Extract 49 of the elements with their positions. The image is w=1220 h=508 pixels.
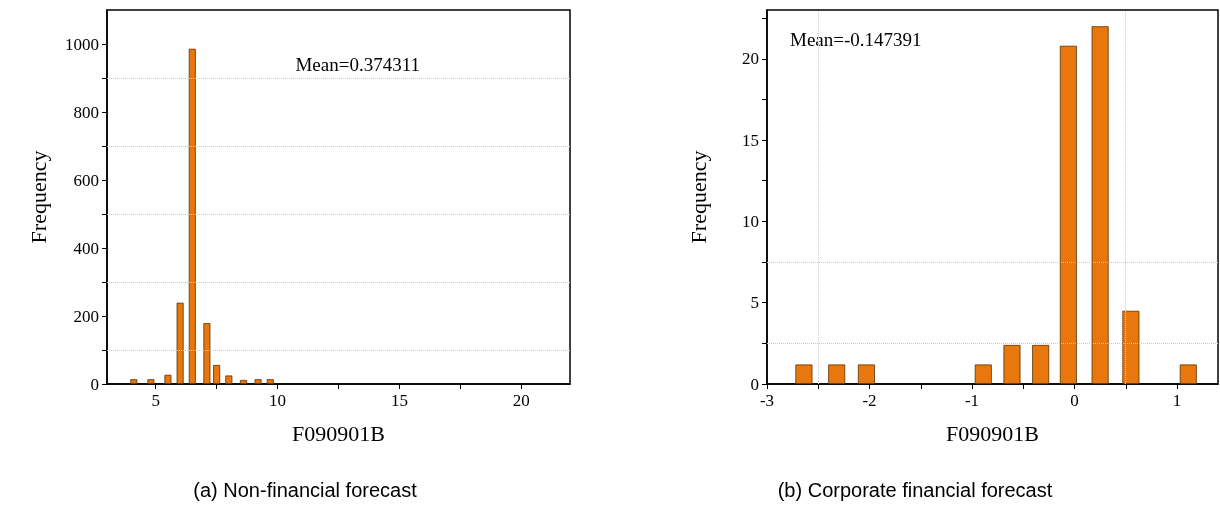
y-tick-label: 1000 [65,34,99,54]
y-tick-label: 200 [73,306,99,326]
bar [1003,344,1021,384]
y-tick-label: 15 [742,130,759,150]
y-tick-label: 20 [742,49,759,69]
x-axis-title: F090901B [292,420,385,446]
x-tick-label: -2 [862,391,877,410]
annotation: Mean=-0.147391 [790,29,922,50]
bar [130,379,138,384]
bar [974,364,992,384]
bar [176,302,184,384]
bar [203,323,211,384]
bar [1122,310,1140,384]
x-tick-label: -3 [759,391,775,410]
y-tick-label: 400 [73,238,99,258]
y-tick-label: 0 [750,374,759,394]
bar [1059,45,1077,384]
x-tick-label: 15 [390,391,408,410]
bar [266,379,274,384]
bar [1032,344,1050,384]
y-tick-label: 600 [73,170,99,190]
bar [857,364,875,384]
x-tick-label: 10 [269,391,287,410]
text: (b) Corporate financial forecast [777,479,1053,501]
y-tick-label: 10 [742,211,759,231]
y-tick-label: 0 [90,374,99,394]
bar [795,364,813,384]
text: (a) Non-financial forecast [193,479,418,501]
x-tick-label: -1 [964,391,980,410]
x-tick-label: 20 [512,391,530,410]
bar [1179,364,1197,384]
bar [1091,26,1109,384]
x-tick-label: 0 [1070,391,1079,410]
bar [188,48,196,384]
x-axis-title: F090901B [946,420,1039,446]
bar [225,375,233,384]
x-tick-label: 1 [1172,391,1182,410]
bar [164,374,172,384]
annotation: Mean=0.374311 [295,54,421,75]
bar [254,379,262,384]
bar [213,364,221,384]
y-axis-title: Frequency [25,150,51,244]
bar [239,379,247,384]
bar [147,379,155,384]
y-axis-title: Frequency [685,150,711,244]
bar [828,364,846,384]
y-tick-label: 5 [750,293,759,313]
x-tick-label: 5 [151,391,160,410]
y-tick-label: 800 [73,102,99,122]
